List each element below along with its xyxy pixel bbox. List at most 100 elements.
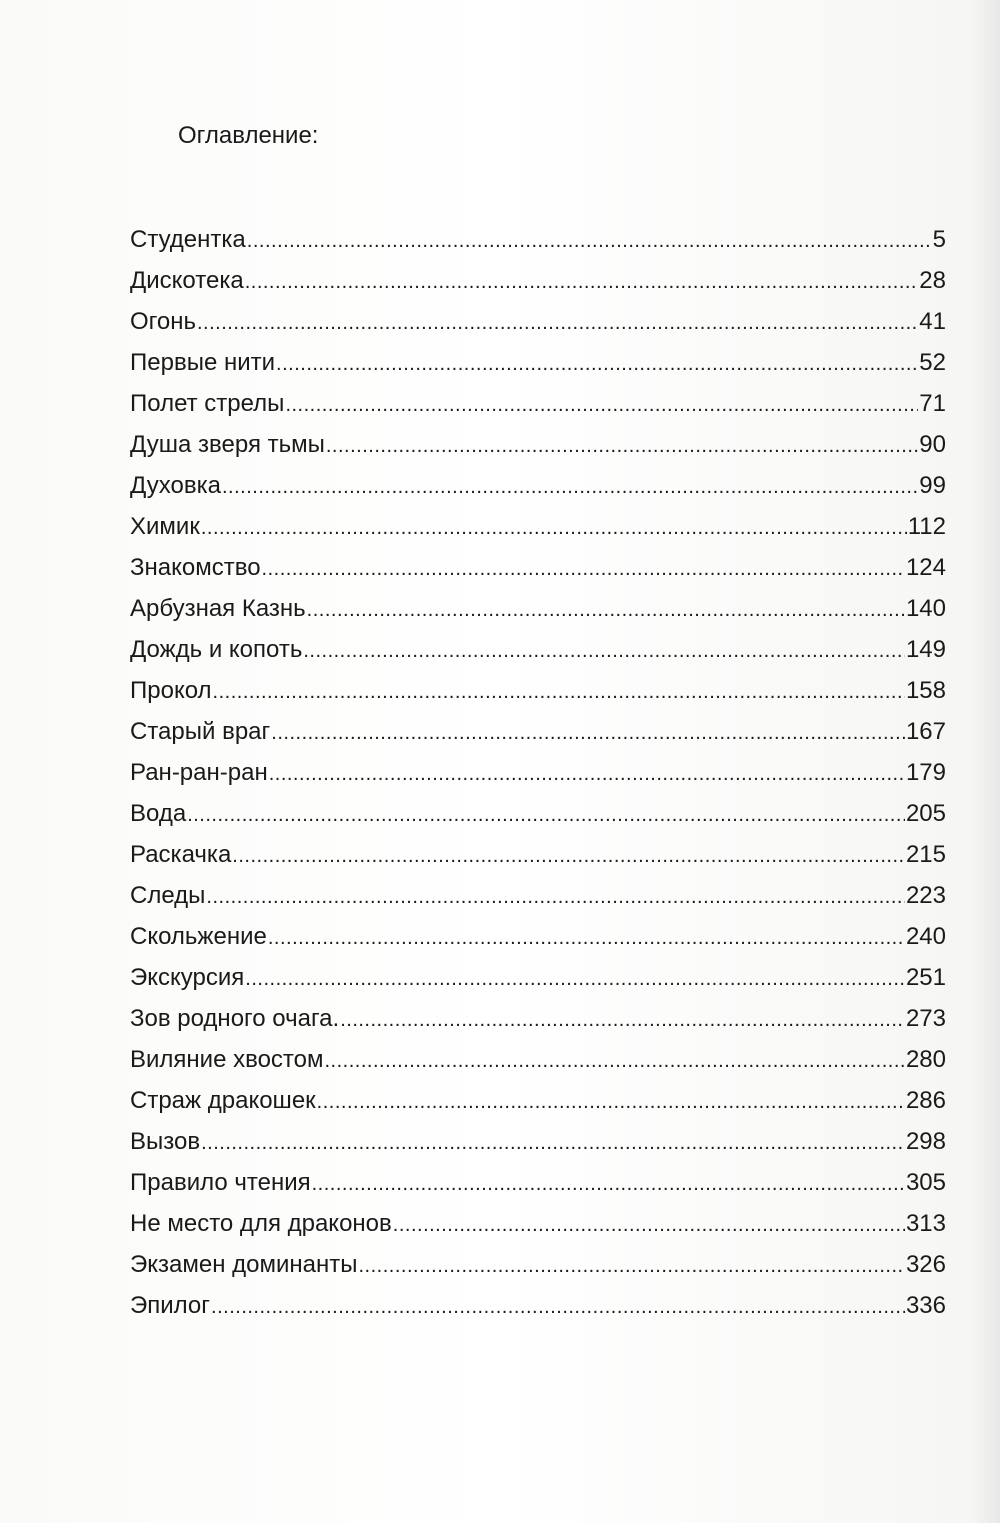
toc-entry: Эпилог 336 [130,1289,946,1330]
toc-entry-title: Виляние хвостом [130,1046,324,1073]
toc-entry: Знакомство 124 [130,551,946,592]
toc-entry-page: 280 [905,1046,946,1073]
toc-entry-title: Следы [130,882,206,909]
toc-entry-page: 179 [905,759,946,786]
toc-entry: Вызов 298 [130,1125,946,1166]
toc-entry-page: 286 [905,1087,946,1114]
toc-entry: Студентка 5 [130,223,946,264]
toc-entry-page: 336 [905,1292,946,1319]
toc-entry-title: Страж дракошек [130,1087,316,1114]
toc-entry-title: Душа зверя тьмы [130,431,325,458]
toc-entry-title: Вода [130,800,187,827]
dot-leader [187,798,905,832]
toc-entry-page: 112 [907,513,946,540]
toc-entry-page: 326 [905,1251,946,1278]
toc-entry-title: Огонь [130,308,196,335]
toc-entry: Следы 223 [130,879,946,920]
toc-entry-page: 240 [905,923,946,950]
dot-leader [312,1167,905,1201]
dot-leader [222,470,918,504]
toc-entry: Правило чтения 305 [130,1166,946,1207]
dot-leader [340,1003,905,1037]
toc-entry: Прокол 158 [130,674,946,715]
toc-entry-title: Дождь и копоть [130,636,303,663]
dot-leader [285,388,918,422]
dot-leader [326,429,918,463]
toc-entry-title: Прокол [130,677,212,704]
toc-entry: Не место для драконов 313 [130,1207,946,1248]
toc-entry: Огонь 41 [130,305,946,346]
toc-entry-title: Духовка [130,472,221,499]
toc-entry-title: Арбузная Казнь [130,595,306,622]
toc-entry: Арбузная Казнь 140 [130,592,946,633]
dot-leader [206,880,905,914]
toc-entry-title: Студентка [130,226,246,253]
toc-entry: Полет стрелы 71 [130,387,946,428]
toc-entry-title: Правило чтения [130,1169,311,1196]
dot-leader [359,1249,905,1283]
dot-leader [325,1044,905,1078]
dot-leader [201,511,907,545]
toc-entry: Скольжение 240 [130,920,946,961]
toc-entry-title: Химик [130,513,200,540]
toc-title: Оглавление: [178,122,319,149]
toc-entry-title: Экскурсия [130,964,245,991]
toc-entry-page: 28 [919,267,946,294]
toc-entry-title: Скольжение [130,923,267,950]
toc-entry-title: Первые нити [130,349,276,376]
toc-entry-page: 313 [905,1210,946,1237]
toc-entry: Дискотека 28 [130,264,946,305]
toc-entry-page: 5 [932,226,946,253]
dot-leader [247,224,932,258]
toc-entry: Виляние хвостом 280 [130,1043,946,1084]
toc-entry-title: Вызов [130,1128,201,1155]
toc-entry: Душа зверя тьмы 90 [130,428,946,469]
toc-entry-page: 305 [905,1169,946,1196]
toc-entry-title: Полет стрелы [130,390,285,417]
dot-leader [197,306,918,340]
toc-entry-title: Не место для драконов [130,1210,392,1237]
toc-entry: Первые нити 52 [130,346,946,387]
dot-leader [232,839,905,873]
dot-leader [268,921,905,955]
toc-entry: Страж дракошек 286 [130,1084,946,1125]
toc-entry: Вода 205 [130,797,946,838]
toc-entry-title: Эпилог [130,1292,211,1319]
toc-entry-page: 140 [905,595,946,622]
toc-entry-page: 52 [919,349,946,376]
toc-entry-page: 273 [905,1005,946,1032]
toc-entry-title: Ран-ран-ран [130,759,268,786]
toc-entry-page: 298 [905,1128,946,1155]
toc-entry: Раскачка 215 [130,838,946,879]
toc-entry-page: 215 [905,841,946,868]
toc-entry: Экзамен доминанты 326 [130,1248,946,1289]
toc-entry: Дождь и копоть 149 [130,633,946,674]
toc-entry-title: Зов родного очага. [130,1005,340,1032]
dot-leader [276,347,918,381]
toc-entry: Экскурсия 251 [130,961,946,1002]
dot-leader [307,593,905,627]
dot-leader [271,716,905,750]
toc-entry: Ран-ран-ран 179 [130,756,946,797]
toc-entry-title: Знакомство [130,554,261,581]
toc-entry-page: 99 [919,472,946,499]
toc-entry-page: 205 [905,800,946,827]
toc-entry-title: Дискотека [130,267,244,294]
toc-entry-page: 149 [905,636,946,663]
dot-leader [393,1208,905,1242]
toc-entry: Зов родного очага. 273 [130,1002,946,1043]
dot-leader [262,552,905,586]
dot-leader [201,1126,905,1160]
dot-leader [211,1290,905,1324]
toc-entry-title: Экзамен доминанты [130,1251,358,1278]
toc-entry-title: Старый враг [130,718,271,745]
dot-leader [303,634,905,668]
table-of-contents: Студентка 5 Дискотека 28 Огонь 41 Первые нити 5… [130,223,946,1330]
dot-leader [269,757,905,791]
dot-leader [213,675,905,709]
toc-entry-page: 251 [905,964,946,991]
toc-entry-page: 167 [905,718,946,745]
dot-leader [245,265,919,299]
toc-entry: Духовка 99 [130,469,946,510]
